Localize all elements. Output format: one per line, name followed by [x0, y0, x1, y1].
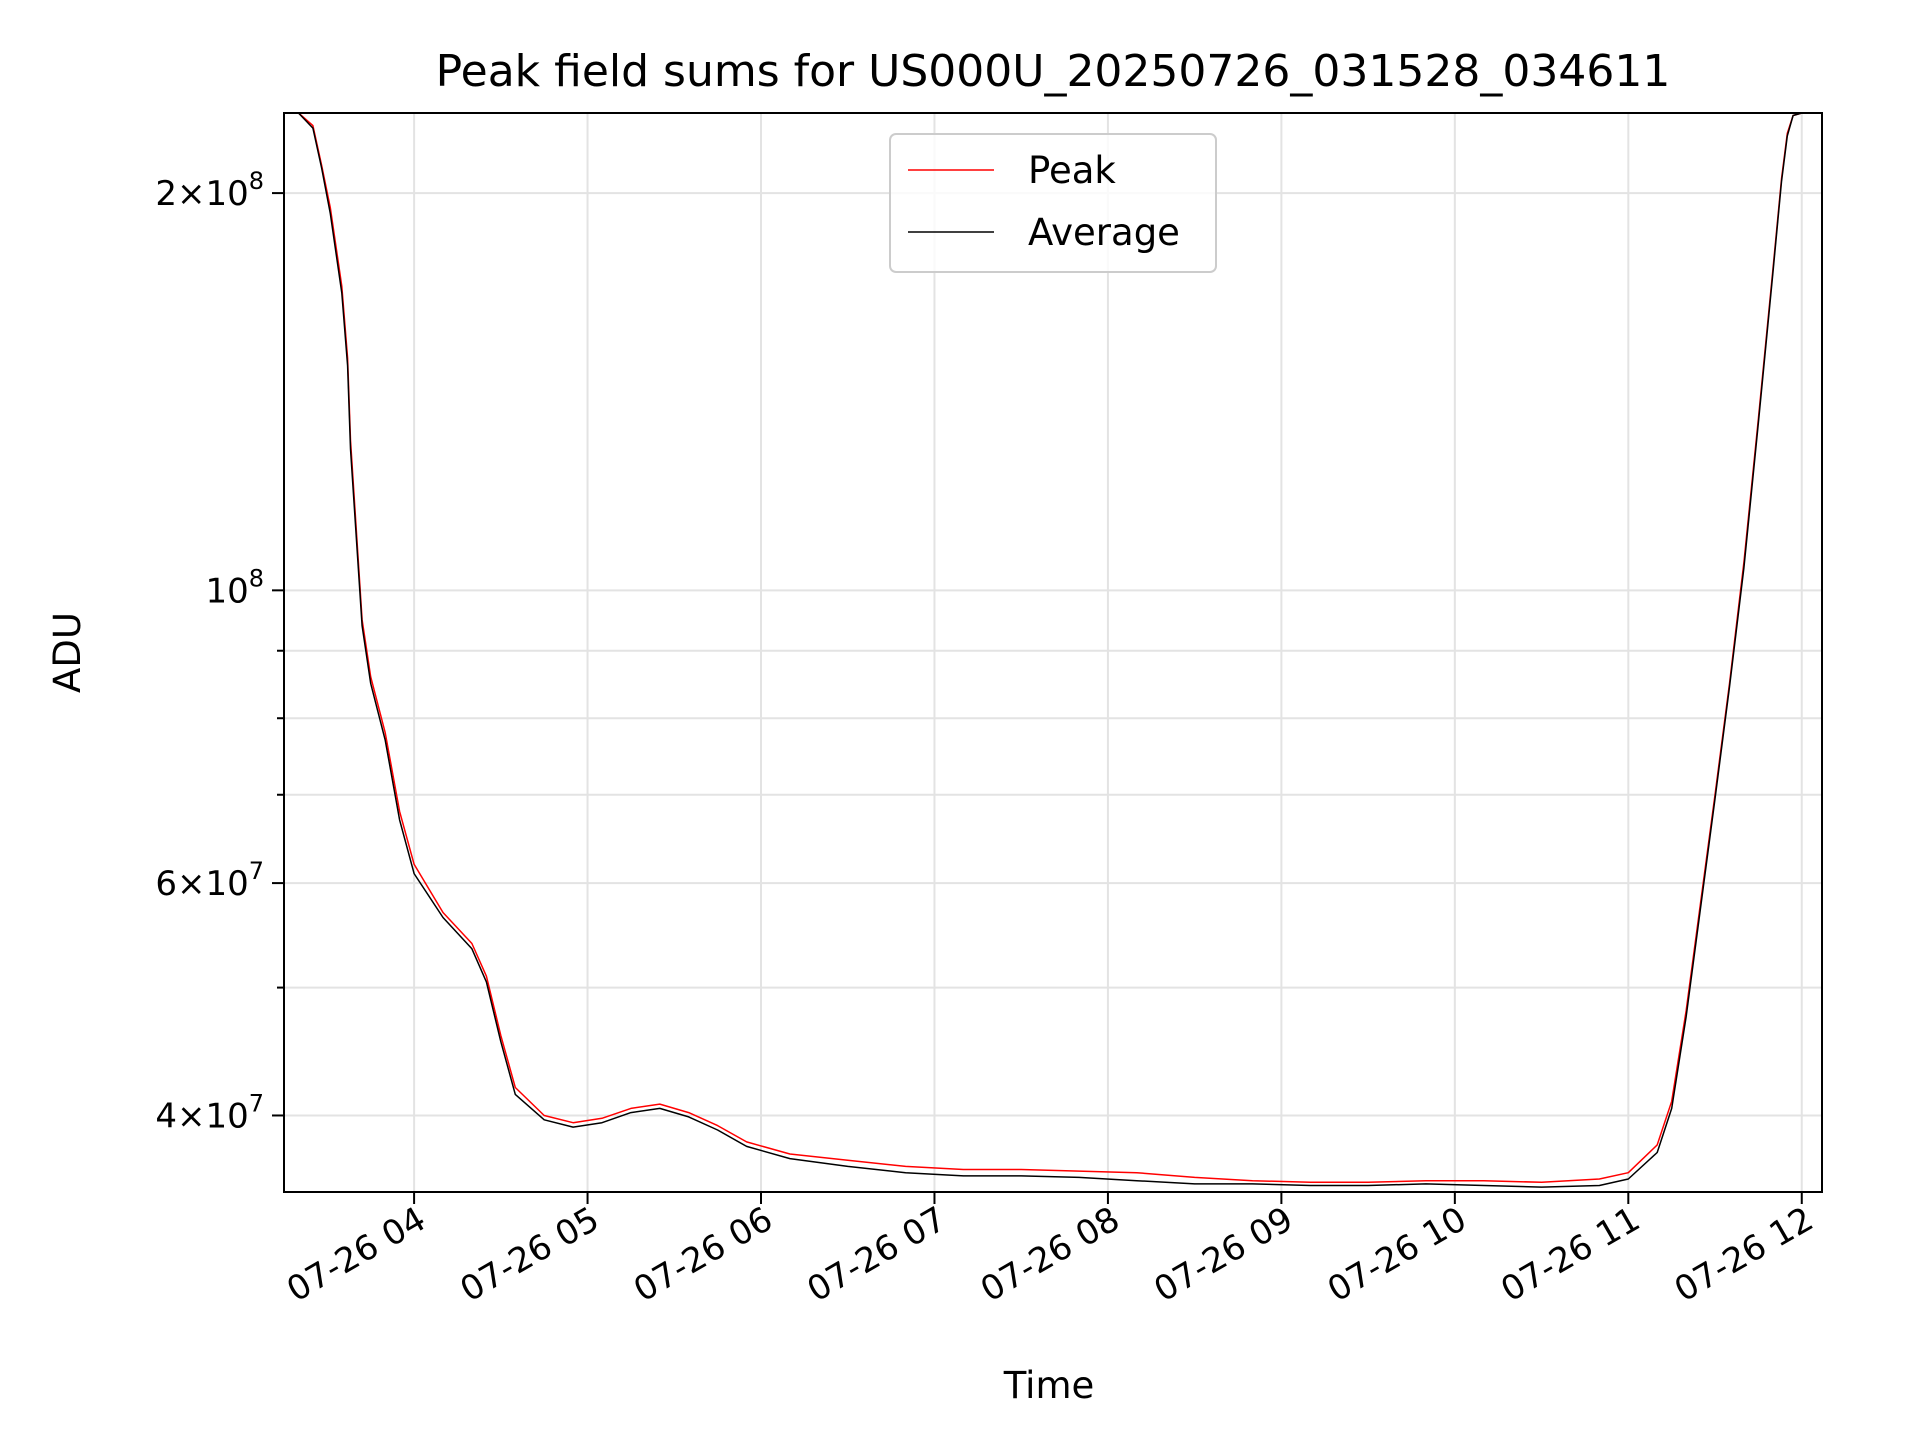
y-tick-times: ×	[177, 864, 206, 904]
axes-frame	[283, 112, 1823, 1193]
y-tick-exponent: 8	[249, 167, 264, 195]
y-tick-base: 10	[205, 571, 248, 611]
y-tick-base: 10	[205, 864, 248, 904]
y-tick-times: ×	[177, 174, 206, 214]
y-axis-label: ADU	[46, 612, 89, 693]
grid	[284, 113, 1822, 1192]
y-tick-label: 108	[205, 564, 264, 611]
legend: Peak Average	[889, 133, 1217, 273]
series-line-average	[284, 112, 1822, 1188]
y-tick-mantissa: 4	[155, 1096, 177, 1136]
series-layer	[284, 112, 1822, 1188]
legend-label-peak: Peak	[1028, 149, 1116, 192]
y-tick-mantissa: 2	[155, 174, 177, 214]
y-tick-label: 6×107	[155, 857, 264, 904]
y-tick-mantissa: 6	[155, 864, 177, 904]
y-tick-label: 2×108	[155, 167, 264, 214]
y-tick-base: 10	[205, 1096, 248, 1136]
y-tick-exponent: 7	[249, 1089, 264, 1117]
y-tick-base: 10	[205, 174, 248, 214]
y-tick-times: ×	[177, 1096, 206, 1136]
x-axis-label: Time	[1003, 1364, 1095, 1407]
chart-title: Peak field sums for US000U_20250726_0315…	[436, 46, 1671, 97]
y-tick-exponent: 8	[249, 564, 264, 592]
legend-box	[889, 133, 1217, 273]
y-tick-exponent: 7	[249, 857, 264, 885]
legend-label-average: Average	[1028, 211, 1180, 254]
y-tick-label: 4×107	[155, 1089, 264, 1136]
